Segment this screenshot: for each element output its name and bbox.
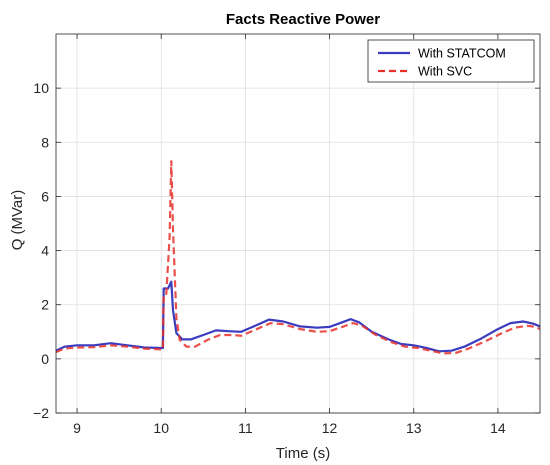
legend-box xyxy=(367,39,535,83)
y-tick-label: 8 xyxy=(41,134,49,150)
y-tick-label: 0 xyxy=(41,351,49,367)
legend-label: With STATCOM xyxy=(418,47,506,61)
y-axis: −2 0 2 4 6 8 10 xyxy=(33,80,540,421)
x-tick-label: 13 xyxy=(406,420,422,436)
legend-label: With SVC xyxy=(418,65,472,79)
series-line-statcom xyxy=(55,280,541,353)
plot-frame xyxy=(55,33,541,414)
legend: With STATCOM With SVC xyxy=(367,39,535,83)
y-tick-label: 6 xyxy=(41,188,49,204)
x-tick-label: 10 xyxy=(153,420,169,436)
series-lines xyxy=(55,160,541,355)
x-axis: 9 10 11 12 13 14 xyxy=(73,34,506,436)
x-tick-label: 9 xyxy=(73,420,81,436)
y-tick-label: 10 xyxy=(33,80,49,96)
plot-area xyxy=(56,34,540,413)
x-tick-label: 12 xyxy=(322,420,338,436)
grid-lines xyxy=(56,34,540,414)
y-tick-label: −2 xyxy=(33,405,49,421)
chart-title: Facts Reactive Power xyxy=(226,11,380,28)
x-tick-label: 14 xyxy=(490,420,506,436)
y-axis-title: Q (MVar) xyxy=(9,190,26,251)
x-tick-label: 11 xyxy=(238,420,253,436)
x-axis-title: Time (s) xyxy=(276,445,330,462)
y-tick-label: 2 xyxy=(41,297,49,313)
y-tick-label: 4 xyxy=(41,243,49,259)
